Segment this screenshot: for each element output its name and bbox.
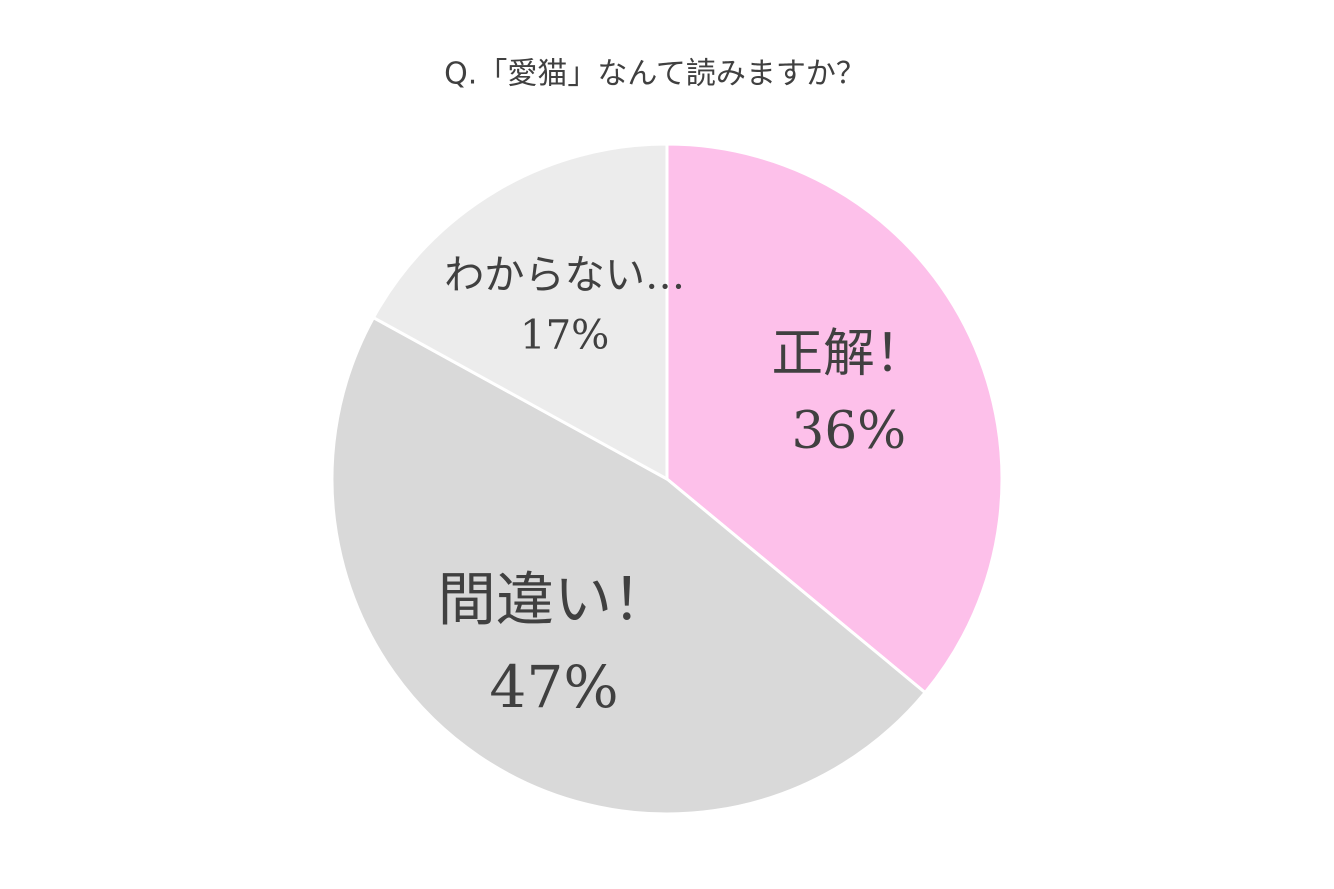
slice-value-label: 36% <box>792 401 907 461</box>
chart-title: Q.「愛猫」なんて読みますか？ <box>444 57 866 92</box>
slice-category-label: 間違い！ <box>438 566 671 634</box>
pie-slice <box>330 315 928 816</box>
slice-value-label: 47% <box>489 653 618 721</box>
pie-slice <box>371 142 669 482</box>
slice-category-label: 正解！ <box>771 324 926 384</box>
pie-slice <box>665 142 1004 695</box>
slice-category-label: わからない… <box>444 252 685 298</box>
slice-value-label: 17% <box>520 313 609 359</box>
